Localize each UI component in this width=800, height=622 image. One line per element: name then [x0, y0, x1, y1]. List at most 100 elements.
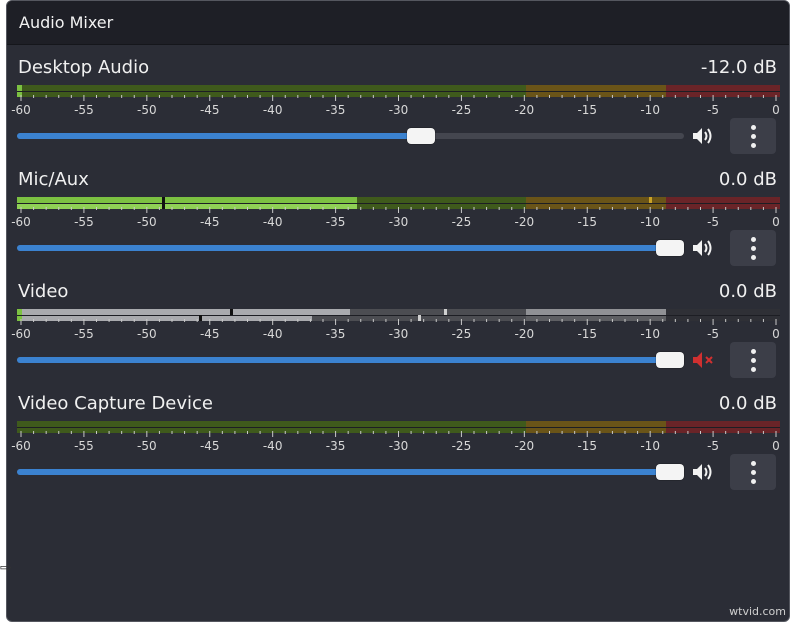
meter-peak-marker — [418, 315, 421, 321]
audio-mixer-panel: Audio Mixer Desktop Audio -12.0 dB -60 -5… — [6, 0, 790, 622]
volume-meter — [17, 197, 780, 209]
meter-tick-marks — [20, 431, 777, 437]
volume-slider-handle[interactable] — [407, 128, 435, 144]
meter-level-left-upper — [526, 309, 666, 315]
scale-label: -30 — [388, 103, 409, 117]
scale-label: 0 — [772, 215, 780, 229]
volume-slider[interactable] — [17, 240, 684, 256]
scale-label: -50 — [137, 327, 157, 341]
scale-label: -35 — [325, 327, 346, 341]
meter-level-left — [17, 197, 357, 203]
scale-label: -5 — [707, 215, 720, 229]
meter-channel-divider — [17, 203, 780, 204]
meter-level-right — [17, 203, 357, 209]
scale-label: -5 — [707, 327, 720, 341]
meter-peak-marker — [199, 315, 202, 321]
scale-label: -60 — [11, 327, 31, 341]
scale-label: -45 — [199, 215, 220, 229]
scale-label: -40 — [262, 327, 283, 341]
resize-arrow-icon[interactable]: ⇨ — [0, 560, 12, 576]
panel-title: Audio Mixer — [19, 13, 114, 32]
mute-toggle-button[interactable] — [690, 347, 718, 373]
scale-label: -20 — [514, 103, 535, 117]
speaker-icon — [693, 240, 712, 256]
meter-level-left — [22, 309, 350, 315]
scale-label: 0 — [772, 327, 780, 341]
scale-label: -50 — [137, 103, 157, 117]
scale-label: -45 — [199, 327, 220, 341]
scale-label: -30 — [388, 215, 409, 229]
scale-label: -55 — [74, 215, 94, 229]
scale-label: -15 — [577, 327, 598, 341]
scale-label: -25 — [451, 103, 472, 117]
channel-name: Video — [18, 281, 69, 302]
mute-toggle-button[interactable] — [690, 459, 718, 485]
scale-label: -35 — [325, 215, 346, 229]
scale-label: -40 — [262, 103, 283, 117]
watermark: wtvid.com — [729, 605, 786, 618]
channel-db-readout: 0.0 dB — [718, 281, 777, 302]
meter-channel-divider — [17, 91, 780, 92]
channel-db-readout: -12.0 dB — [700, 57, 777, 78]
scale-label: -15 — [577, 439, 598, 453]
scale-label: -35 — [325, 103, 346, 117]
channel-db-readout: 0.0 dB — [718, 169, 777, 190]
volume-slider-handle[interactable] — [656, 464, 684, 480]
scale-label: -45 — [199, 439, 220, 453]
scale-label: -15 — [577, 103, 598, 117]
scale-label: -35 — [325, 439, 346, 453]
speaker-muted-icon — [693, 352, 713, 368]
scale-label: -55 — [74, 439, 94, 453]
kebab-menu-icon — [750, 124, 756, 130]
mute-toggle-button[interactable] — [690, 123, 718, 149]
scale-label: -45 — [199, 103, 220, 117]
scale-label: -25 — [451, 439, 472, 453]
scale-label: -50 — [137, 215, 157, 229]
volume-meter — [17, 309, 780, 321]
volume-slider-fill — [17, 245, 670, 251]
channel-menu-button[interactable] — [730, 342, 776, 378]
meter-tick-marks — [20, 95, 777, 101]
volume-slider-handle[interactable] — [656, 240, 684, 256]
channel-name: Mic/Aux — [18, 169, 89, 190]
scale-label: -55 — [74, 103, 94, 117]
mute-toggle-button[interactable] — [690, 235, 718, 261]
speaker-icon — [693, 128, 712, 144]
scale-label: -10 — [640, 327, 660, 341]
volume-slider[interactable] — [17, 128, 684, 144]
kebab-menu-icon — [750, 348, 756, 354]
channel-menu-button[interactable] — [730, 118, 776, 154]
scale-label: -20 — [514, 215, 535, 229]
channel-name: Desktop Audio — [18, 57, 150, 78]
scale-label: -60 — [11, 215, 31, 229]
scale-label: -20 — [514, 439, 535, 453]
scale-label: -40 — [262, 215, 283, 229]
channel-desktop-audio: Desktop Audio -12.0 dB -60 -55 -50 -45 -40 -3… — [7, 57, 789, 169]
scale-label: -20 — [514, 327, 535, 341]
volume-meter — [17, 421, 780, 433]
volume-slider[interactable] — [17, 352, 684, 368]
scale-label: -10 — [640, 103, 660, 117]
scale-label: -15 — [577, 215, 598, 229]
volume-slider[interactable] — [17, 464, 684, 480]
channel-menu-button[interactable] — [730, 230, 776, 266]
scale-label: -60 — [11, 103, 31, 117]
kebab-menu-icon — [750, 460, 756, 466]
scale-label: -40 — [262, 439, 283, 453]
meter-channel-divider — [17, 427, 780, 428]
scale-label: 0 — [772, 103, 780, 117]
scale-label: -30 — [388, 327, 409, 341]
volume-slider-handle[interactable] — [656, 352, 684, 368]
meter-channel-divider — [17, 315, 780, 316]
volume-slider-fill — [17, 357, 670, 363]
meter-peak-marker — [444, 309, 447, 315]
channel-video: Video 0.0 dB -60 -55 -50 -45 -40 -35 -30 -25 -20… — [7, 281, 789, 393]
scale-label: -55 — [74, 327, 94, 341]
channel-mic-aux: Mic/Aux 0.0 dB -60 -55 -50 -45 -40 -35 -30 -25-… — [7, 169, 789, 281]
scale-label: -25 — [451, 215, 472, 229]
volume-meter — [17, 85, 780, 97]
scale-label: -10 — [640, 439, 660, 453]
meter-peak-marker — [230, 309, 233, 315]
channel-video-capture-device: Video Capture Device 0.0 dB -60 -55 -50 -45… — [7, 393, 789, 505]
channel-menu-button[interactable] — [730, 454, 776, 490]
